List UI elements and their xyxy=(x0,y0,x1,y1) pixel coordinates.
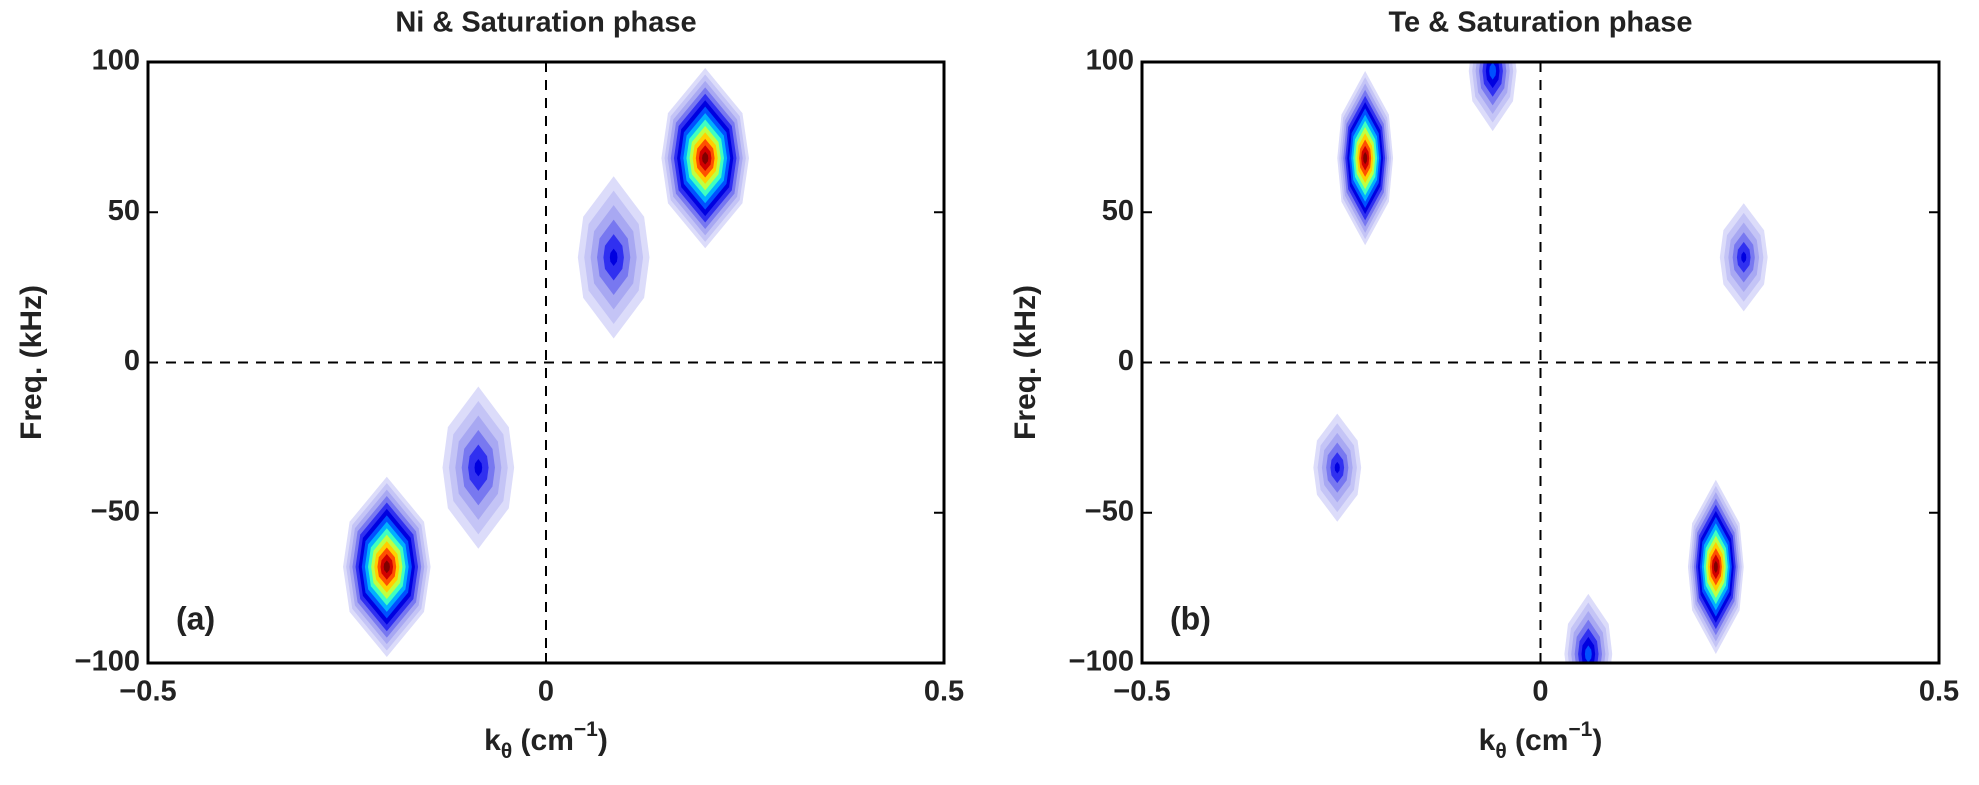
y-tick-label: 100 xyxy=(1086,45,1134,77)
y-axis-label: Freq. (kHz) xyxy=(15,285,48,440)
contour-spot xyxy=(1687,479,1744,654)
contour-level xyxy=(383,560,390,574)
contour-level xyxy=(1363,151,1368,165)
x-axis-label-part: k xyxy=(1479,724,1496,757)
contour-spot xyxy=(1313,413,1362,522)
y-tick-label: 0 xyxy=(124,345,140,377)
x-axis-label-part: ) xyxy=(598,724,608,757)
panel: −0.5 0 0.5 −100 −50 0 50 100 Te & Saturation pha… xyxy=(1009,7,1959,763)
contour-level xyxy=(1741,251,1747,264)
annotation: (a) xyxy=(176,600,215,636)
y-tick-label: 0 xyxy=(1118,345,1134,377)
contour-spot xyxy=(661,68,749,249)
x-tick-label: −0.5 xyxy=(1113,676,1170,708)
contour-spot xyxy=(442,386,515,549)
y-tick-label: −50 xyxy=(1085,495,1134,527)
x-axis-label: kθ (cm−1) xyxy=(484,718,608,763)
annotation: (b) xyxy=(1170,600,1211,636)
y-tick-label: 50 xyxy=(1102,195,1134,227)
chart-title: Ni & Saturation phase xyxy=(395,7,696,39)
contour-spot xyxy=(1468,62,1517,132)
x-tick-label: 0 xyxy=(1532,676,1548,708)
x-axis-label: kθ (cm−1) xyxy=(1479,718,1603,763)
contour-level xyxy=(609,248,618,267)
contour-level xyxy=(474,458,483,477)
chart-title: Te & Saturation phase xyxy=(1388,7,1692,39)
contour-level xyxy=(702,151,709,165)
contour-spot xyxy=(1337,71,1394,246)
contour-level xyxy=(1334,461,1340,474)
y-tick-label: −50 xyxy=(91,495,140,527)
contour-spot xyxy=(1564,593,1613,663)
y-tick-label: 100 xyxy=(92,45,140,77)
contour-level xyxy=(1584,645,1592,663)
x-tick-label: −0.5 xyxy=(119,676,176,708)
x-axis-label-part: (cm xyxy=(512,724,574,757)
x-axis-label-part: θ xyxy=(501,740,512,763)
x-axis-label-part: (cm xyxy=(1507,724,1569,757)
y-tick-label: −100 xyxy=(75,646,140,678)
contour-level xyxy=(1489,62,1497,80)
x-axis-label-part: −1 xyxy=(1568,718,1592,741)
contour-spot xyxy=(343,476,431,657)
x-axis-label-part: ) xyxy=(1592,724,1602,757)
y-tick-label: −100 xyxy=(1069,646,1134,678)
panel: −0.5 0 0.5 −100 −50 0 50 100 Ni & Saturation pha… xyxy=(15,7,964,763)
y-axis-label: Freq. (kHz) xyxy=(1009,285,1042,440)
x-axis-label-part: θ xyxy=(1495,740,1506,763)
x-axis-label-part: −1 xyxy=(574,718,598,741)
x-tick-label: 0.5 xyxy=(924,676,964,708)
x-axis-label-part: k xyxy=(484,724,501,757)
contour-spot xyxy=(1719,203,1768,312)
contour-spot xyxy=(577,176,650,339)
x-tick-label: 0 xyxy=(538,676,554,708)
x-tick-label: 0.5 xyxy=(1919,676,1959,708)
y-tick-label: 50 xyxy=(108,195,140,227)
contour-level xyxy=(1713,560,1718,574)
